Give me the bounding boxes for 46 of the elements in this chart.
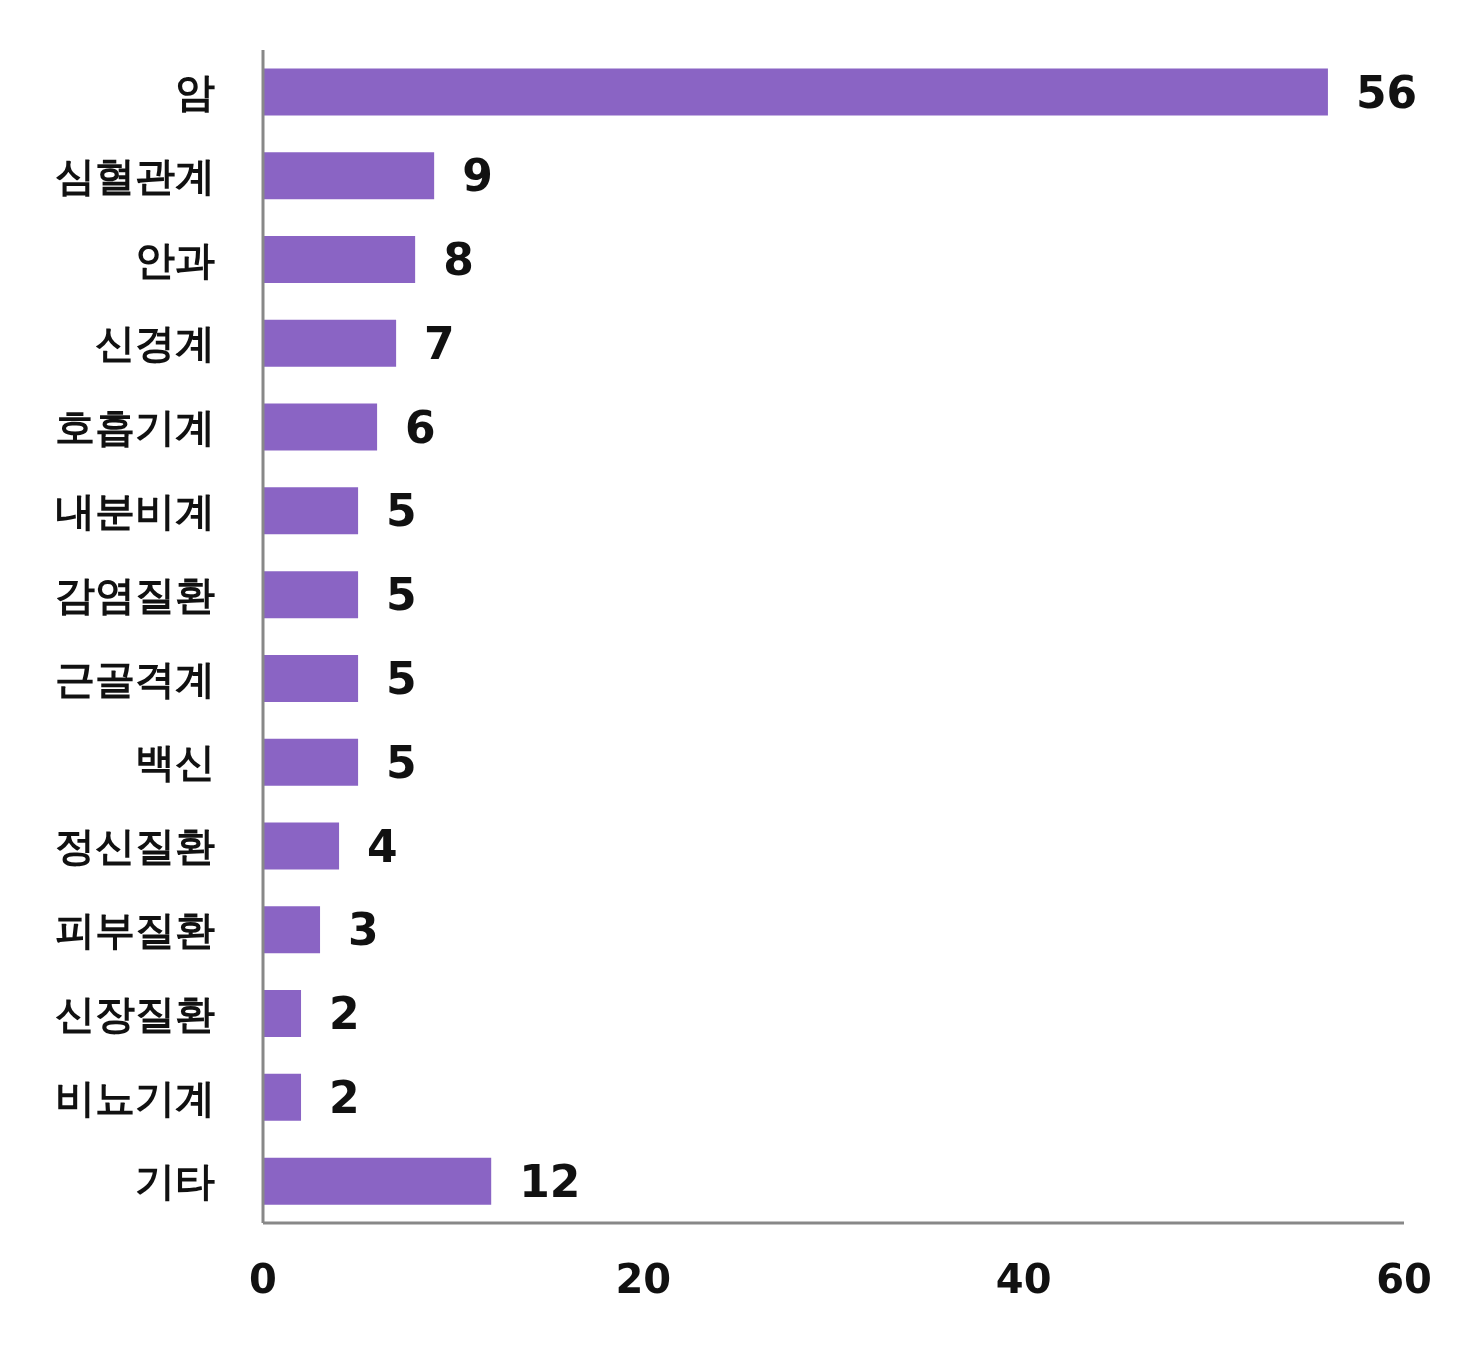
bar: [263, 990, 302, 1038]
data-label: 6: [405, 401, 436, 453]
y-tick-label: 근골격계: [55, 655, 215, 702]
bar: [263, 654, 359, 702]
bar: [263, 236, 416, 283]
bar: [263, 319, 397, 367]
x-tick-label: 40: [995, 1256, 1052, 1303]
y-tick-label: 기타: [135, 1158, 215, 1205]
data-label: 4: [367, 820, 398, 872]
y-tick-label: 안과: [135, 236, 215, 283]
y-tick-label: 호흡기계: [55, 404, 215, 451]
bar: [263, 1073, 302, 1121]
bar: [263, 1157, 492, 1205]
bar: [263, 906, 321, 954]
data-label: 7: [424, 317, 455, 369]
y-tick-label: 신경계: [95, 320, 215, 367]
data-label: 5: [386, 569, 417, 621]
bar: [263, 571, 359, 619]
data-label: 5: [386, 653, 417, 705]
x-tick-label: 0: [249, 1256, 277, 1303]
bar: [263, 403, 378, 451]
bar: [263, 822, 340, 870]
y-tick-label: 암: [175, 69, 215, 116]
data-label: 9: [462, 150, 493, 202]
bar: [263, 738, 359, 786]
y-tick-label: 정신질환: [55, 823, 215, 870]
y-tick-label: 비뇨기계: [55, 1074, 215, 1121]
data-label: 3: [348, 904, 379, 956]
y-tick-label: 감염질환: [55, 571, 215, 618]
bar: [263, 152, 435, 200]
y-tick-label: 피부질환: [55, 906, 215, 953]
y-tick-label: 심혈관계: [55, 152, 215, 199]
x-tick-label: 60: [1376, 1256, 1432, 1303]
bar: [263, 487, 359, 535]
x-tick-label: 20: [615, 1256, 672, 1303]
y-tick-label: 백신: [135, 739, 215, 786]
data-label: 8: [443, 234, 474, 286]
data-label: 56: [1355, 66, 1418, 118]
data-label: 2: [329, 988, 360, 1040]
data-label: 5: [386, 736, 417, 788]
y-tick-label: 내분비계: [55, 488, 215, 535]
data-label: 2: [329, 1071, 360, 1123]
data-label: 5: [386, 485, 417, 537]
y-tick-label: 신장질환: [55, 990, 215, 1037]
data-label: 12: [519, 1155, 581, 1207]
bar: [263, 68, 1328, 116]
